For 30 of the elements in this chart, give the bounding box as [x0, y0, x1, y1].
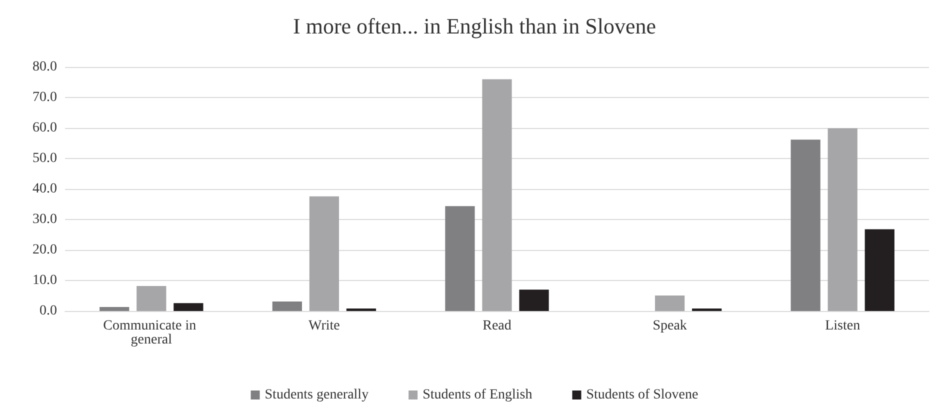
bar	[519, 290, 549, 311]
bar	[100, 307, 130, 311]
y-tick-label: 20.0	[32, 242, 57, 258]
y-tick-label: 30.0	[32, 212, 57, 227]
bar	[136, 286, 166, 311]
bar	[174, 303, 204, 311]
bar	[482, 79, 512, 311]
bar	[309, 196, 340, 311]
bar	[272, 302, 302, 311]
y-tick-label: 60.0	[32, 120, 57, 136]
bar	[445, 206, 475, 311]
x-tick-label: Write	[308, 318, 340, 334]
bar	[864, 229, 894, 311]
y-tick-label: 80.0	[32, 60, 57, 74]
chart-title: I more often... in English than in Slovene	[293, 14, 656, 38]
x-tick-label: Speak	[652, 318, 687, 334]
x-tick-label: Listen	[825, 318, 860, 334]
y-tick-label: 10.0	[32, 273, 57, 288]
legend-label: Students of Slovene	[586, 388, 698, 402]
bar	[790, 140, 820, 311]
legend-label: Students generally	[264, 388, 369, 402]
legend-label: Students of English	[422, 388, 532, 402]
bar	[654, 295, 685, 311]
y-tick-label: 50.0	[32, 151, 57, 166]
y-tick-label: 70.0	[32, 90, 57, 105]
x-tick-label: Communicate in general	[103, 318, 200, 348]
x-tick-label: Read	[482, 318, 512, 334]
y-tick-label: 0.0	[40, 304, 57, 318]
bar	[828, 128, 858, 311]
y-tick-label: 40.0	[32, 182, 57, 196]
